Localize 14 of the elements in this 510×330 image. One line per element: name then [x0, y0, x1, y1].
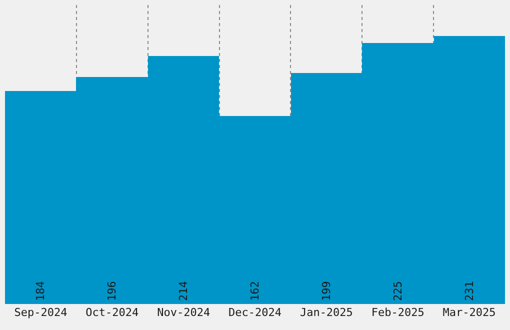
x-tick-label: Jan-2025 — [300, 306, 353, 319]
data-label: 184 — [34, 280, 47, 301]
x-tick-label: Nov-2024 — [157, 306, 210, 319]
data-label: 225 — [392, 281, 404, 301]
x-tick-label: Dec-2024 — [228, 306, 282, 319]
x-tick-label: Oct-2024 — [86, 306, 140, 319]
data-label: 196 — [106, 281, 118, 301]
data-label: 162 — [248, 281, 262, 301]
data-label: 199 — [320, 281, 333, 301]
x-tick-label: Sep-2024 — [14, 306, 68, 319]
data-label: 214 — [177, 280, 190, 301]
x-tick-label: Feb-2025 — [371, 306, 424, 319]
x-tick-label: Mar-2025 — [442, 306, 496, 319]
data-label: 231 — [463, 281, 476, 301]
